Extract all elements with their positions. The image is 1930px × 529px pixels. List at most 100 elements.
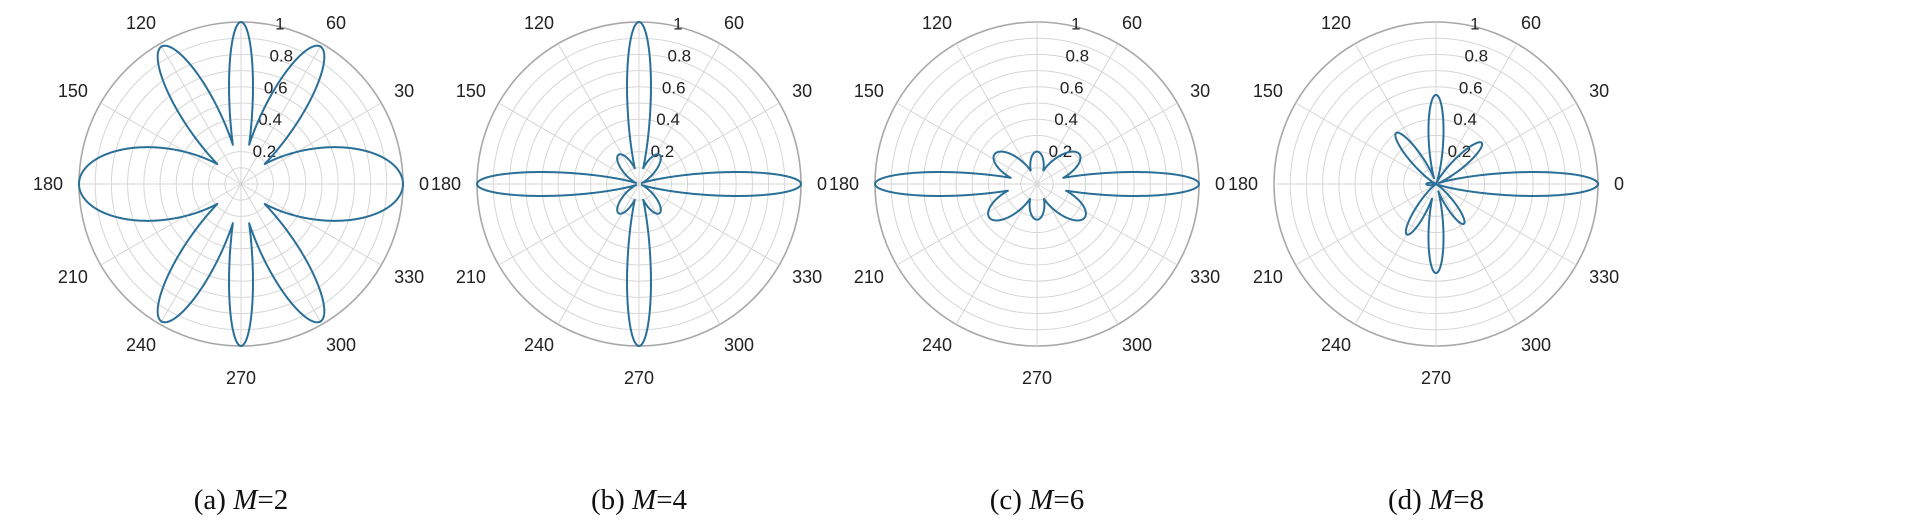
- caption-b: (b) M=4: [398, 484, 880, 517]
- r-tick-b-4: 1: [673, 15, 682, 34]
- polar-panel-b: 0.2 0.4 0.6 0.8 1 0 30 60 90 120 150 180 210 240 270 30…: [398, 0, 880, 529]
- spoke-c-30: [1036, 102, 1178, 185]
- theta-tick-d-30: 30: [1589, 81, 1609, 101]
- theta-tick-a-180: 180: [33, 174, 63, 194]
- theta-tick-d-180: 180: [1228, 174, 1258, 194]
- polar-panel-a: 0.20.40.60.81030609012015018021024027030…: [0, 0, 482, 529]
- theta-tick-d-60: 60: [1521, 13, 1541, 33]
- spoke-d-120: [1354, 43, 1437, 185]
- r-tick-a-1: 0.4: [258, 110, 282, 129]
- spoke-b-240: [557, 183, 640, 325]
- spoke-d-300: [1435, 183, 1518, 325]
- r-tick-b-1: 0.4: [656, 110, 680, 129]
- spoke-b-60: [638, 43, 721, 185]
- theta-tick-b-150: 150: [456, 81, 486, 101]
- pattern-curve-b: [476, 21, 802, 347]
- spoke-b-30: [638, 102, 780, 185]
- theta-tick-a-240: 240: [126, 335, 156, 355]
- theta-tick-d-210: 210: [1253, 267, 1283, 287]
- spoke-b-120: [557, 43, 640, 185]
- theta-tick-b-120: 120: [524, 13, 554, 33]
- theta-tick-c-180: 180: [829, 174, 859, 194]
- spoke-d-240: [1354, 183, 1437, 325]
- spoke-d-210: [1295, 183, 1437, 266]
- caption-b-prefix: (b): [590, 484, 633, 516]
- theta-tick-a-60: 60: [326, 13, 346, 33]
- theta-tick-a-90: 90: [231, 0, 251, 2]
- polar-chart-b: 0.2 0.4 0.6 0.8 1 0 30 60 90 120 150 180 210 240 270 30…: [431, 0, 827, 388]
- spoke-c-210: [896, 183, 1038, 266]
- theta-tick-b-30: 30: [792, 81, 812, 101]
- spoke-b-330: [638, 183, 780, 266]
- theta-tick-a-0: 0: [419, 174, 429, 194]
- theta-tick-d-330: 330: [1589, 267, 1619, 287]
- spoke-a-300: [240, 183, 323, 325]
- spoke-c-60: [1036, 43, 1119, 185]
- spoke-c-330: [1036, 183, 1178, 266]
- theta-tick-d-120: 120: [1321, 13, 1351, 33]
- theta-tick-d-300: 300: [1521, 335, 1551, 355]
- spoke-b-300: [638, 183, 721, 325]
- theta-tick-c-240: 240: [922, 335, 952, 355]
- caption-a-var: M: [233, 484, 258, 516]
- caption-b-suffix: =4: [656, 484, 688, 516]
- r-tick-d-3: 0.8: [1465, 46, 1489, 65]
- theta-tick-c-30: 30: [1190, 81, 1210, 101]
- r-tick-b-0: 0.2: [651, 142, 675, 161]
- caption-c-var: M: [1029, 484, 1054, 516]
- theta-tick-c-150: 150: [854, 81, 884, 101]
- r-tick-d-1: 0.4: [1453, 110, 1477, 129]
- theta-tick-b-180: 180: [431, 174, 461, 194]
- theta-tick-a-330: 330: [394, 267, 424, 287]
- theta-tick-d-0: 0: [1614, 174, 1624, 194]
- theta-tick-c-60: 60: [1122, 13, 1142, 33]
- theta-tick-a-30: 30: [394, 81, 414, 101]
- r-tick-c-0: 0.2: [1049, 142, 1073, 161]
- theta-tick-d-90: 90: [1426, 0, 1446, 2]
- r-tick-c-2: 0.6: [1060, 78, 1084, 97]
- r-tick-a-0: 0.2: [253, 142, 277, 161]
- theta-tick-c-330: 330: [1190, 267, 1220, 287]
- polar-panel-d: 0.2 0.4 0.6 0.8 1 0 30 60 90 120 150 180 210 240 270 30…: [1195, 0, 1677, 529]
- pattern-curve-c: [874, 150, 1200, 222]
- caption-d: (d) M=8: [1195, 484, 1677, 517]
- theta-tick-a-300: 300: [326, 335, 356, 355]
- caption-c: (c) M=6: [796, 484, 1278, 517]
- polar-panel-c: 0.2 0.4 0.6 0.8 1 0 30 60 90 120 150 180 210 240 270 30…: [796, 0, 1278, 529]
- spoke-d-150: [1295, 102, 1437, 185]
- theta-tick-b-330: 330: [792, 267, 822, 287]
- spoke-d-330: [1435, 183, 1577, 266]
- r-tick-b-2: 0.6: [662, 78, 686, 97]
- caption-c-prefix: (c): [989, 484, 1030, 516]
- theta-tick-c-90: 90: [1027, 0, 1047, 2]
- r-tick-d-4: 1: [1470, 15, 1479, 34]
- theta-tick-d-240: 240: [1321, 335, 1351, 355]
- caption-d-var: M: [1429, 484, 1454, 516]
- theta-tick-c-0: 0: [1215, 174, 1225, 194]
- r-tick-b-3: 0.8: [668, 46, 692, 65]
- r-tick-d-0: 0.2: [1448, 142, 1472, 161]
- spoke-a-30: [240, 102, 382, 185]
- pattern-curve-a: [78, 21, 404, 347]
- theta-tick-c-210: 210: [854, 267, 884, 287]
- spoke-a-60: [240, 43, 323, 185]
- theta-tick-a-150: 150: [58, 81, 88, 101]
- theta-tick-d-270: 270: [1421, 368, 1451, 388]
- theta-tick-b-90: 90: [629, 0, 649, 2]
- caption-a-prefix: (a): [193, 484, 234, 516]
- caption-b-var: M: [632, 484, 657, 516]
- caption-d-suffix: =8: [1453, 484, 1485, 516]
- theta-tick-a-270: 270: [226, 368, 256, 388]
- theta-tick-b-210: 210: [456, 267, 486, 287]
- spoke-b-150: [498, 102, 640, 185]
- spoke-a-330: [240, 183, 382, 266]
- theta-tick-a-210: 210: [58, 267, 88, 287]
- r-tick-a-4: 1: [275, 15, 284, 34]
- theta-tick-c-120: 120: [922, 13, 952, 33]
- theta-tick-b-0: 0: [817, 174, 827, 194]
- polar-chart-d: 0.2 0.4 0.6 0.8 1 0 30 60 90 120 150 180 210 240 270 30…: [1228, 0, 1624, 388]
- pattern-curve-d: [1394, 93, 1599, 275]
- spoke-a-120: [159, 43, 242, 185]
- polar-chart-c: 0.2 0.4 0.6 0.8 1 0 30 60 90 120 150 180 210 240 270 30…: [829, 0, 1225, 388]
- r-tick-c-4: 1: [1071, 15, 1080, 34]
